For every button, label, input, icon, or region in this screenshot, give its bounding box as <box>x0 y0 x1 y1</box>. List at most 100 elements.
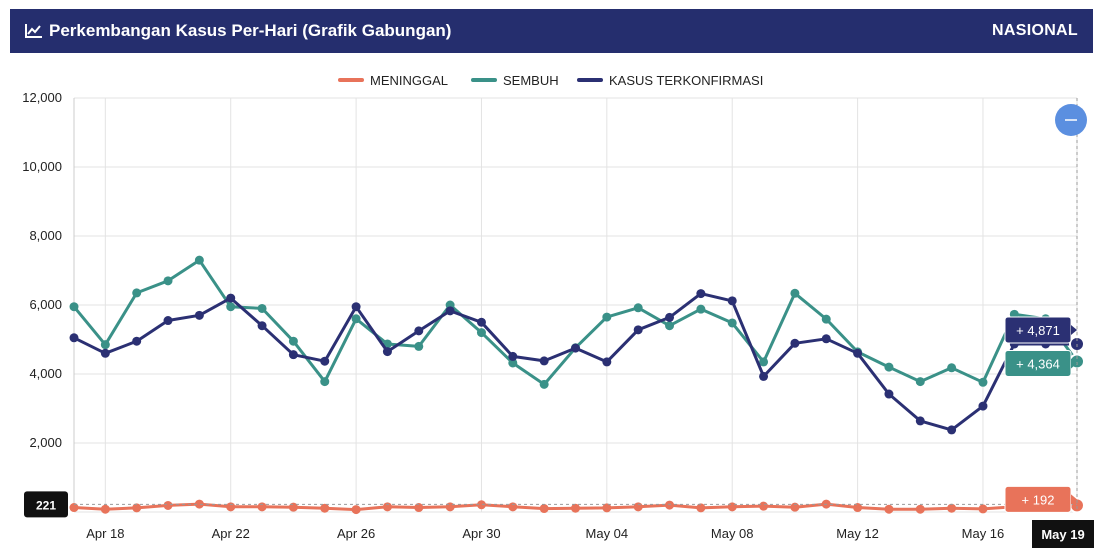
data-point[interactable] <box>633 502 643 512</box>
series-kasus-terkonfirmasi <box>69 289 1085 435</box>
data-point[interactable] <box>915 504 925 514</box>
data-point[interactable] <box>257 321 267 331</box>
tooltips: + 192 + 4,364 + 4,871 <box>1004 316 1077 513</box>
data-point[interactable] <box>665 312 675 322</box>
data-point[interactable] <box>539 379 549 389</box>
data-point[interactable] <box>288 502 298 512</box>
data-point[interactable] <box>633 325 643 335</box>
data-point[interactable] <box>163 500 173 510</box>
data-point[interactable] <box>414 341 424 351</box>
data-point[interactable] <box>69 503 79 513</box>
data-point[interactable] <box>602 357 612 367</box>
data-point[interactable] <box>382 502 392 512</box>
data-point[interactable] <box>759 357 769 367</box>
data-point[interactable] <box>100 504 110 514</box>
data-point[interactable] <box>194 310 204 320</box>
data-point[interactable] <box>132 288 142 298</box>
data-point[interactable] <box>320 356 330 366</box>
data-point[interactable] <box>759 371 769 381</box>
data-point[interactable] <box>351 314 361 324</box>
legend-item[interactable]: KASUS TERKONFIRMASI <box>577 73 763 88</box>
data-point[interactable] <box>508 502 518 512</box>
legend[interactable]: MENINGGAL SEMBUH KASUS TERKONFIRMASI <box>338 73 763 88</box>
data-point[interactable] <box>414 503 424 513</box>
data-point[interactable] <box>821 314 831 324</box>
data-point[interactable] <box>163 276 173 286</box>
data-point[interactable] <box>665 321 675 331</box>
data-point[interactable] <box>633 303 643 313</box>
tooltip-sembuh: + 4,364 <box>1004 349 1077 377</box>
data-point[interactable] <box>257 303 267 313</box>
data-point[interactable] <box>194 255 204 265</box>
data-point[interactable] <box>727 296 737 306</box>
data-point[interactable] <box>790 338 800 348</box>
data-point[interactable] <box>884 504 894 514</box>
data-point[interactable] <box>476 317 486 327</box>
data-point[interactable] <box>696 503 706 513</box>
data-point[interactable] <box>602 503 612 513</box>
data-point[interactable] <box>947 425 957 435</box>
data-point[interactable] <box>445 306 455 316</box>
data-point[interactable] <box>539 504 549 514</box>
data-point[interactable] <box>915 416 925 426</box>
data-point[interactable] <box>226 502 236 512</box>
data-point[interactable] <box>351 302 361 312</box>
data-point[interactable] <box>821 334 831 344</box>
data-point[interactable] <box>132 336 142 346</box>
data-point[interactable] <box>226 293 236 303</box>
data-point[interactable] <box>320 377 330 387</box>
data-point[interactable] <box>132 503 142 513</box>
data-point[interactable] <box>978 401 988 411</box>
header-scope[interactable]: NASIONAL <box>992 22 1078 39</box>
data-point[interactable] <box>571 343 580 353</box>
data-point[interactable] <box>884 362 894 372</box>
data-point[interactable] <box>288 350 298 360</box>
zoom-button[interactable] <box>1055 104 1087 136</box>
data-point[interactable] <box>508 351 518 361</box>
legend-label: MENINGGAL <box>370 73 448 88</box>
data-point[interactable] <box>100 348 110 358</box>
data-point[interactable] <box>853 503 863 513</box>
data-point[interactable] <box>696 289 706 299</box>
data-point[interactable] <box>508 358 518 368</box>
data-point[interactable] <box>476 500 486 510</box>
data-point[interactable] <box>947 363 957 373</box>
data-point[interactable] <box>163 316 173 326</box>
data-point[interactable] <box>194 499 204 509</box>
data-point[interactable] <box>790 502 800 512</box>
data-point[interactable] <box>414 326 424 336</box>
data-point[interactable] <box>257 502 267 512</box>
data-point[interactable] <box>602 312 612 322</box>
data-point[interactable] <box>571 503 580 513</box>
data-point[interactable] <box>69 333 79 343</box>
data-point[interactable] <box>759 501 769 511</box>
data-point[interactable] <box>382 347 392 357</box>
data-point[interactable] <box>69 302 79 312</box>
data-point[interactable] <box>978 504 988 514</box>
data-point[interactable] <box>320 503 330 513</box>
tooltip-label: + 4,871 <box>1016 323 1060 338</box>
data-point[interactable] <box>539 356 549 366</box>
data-point[interactable] <box>351 505 361 515</box>
data-point[interactable] <box>853 348 863 358</box>
data-point[interactable] <box>226 302 236 312</box>
data-point[interactable] <box>790 288 800 298</box>
data-point[interactable] <box>727 502 737 512</box>
data-point[interactable] <box>884 389 894 399</box>
legend-item[interactable]: SEMBUH <box>471 73 559 88</box>
data-point[interactable] <box>445 502 455 512</box>
series-line <box>72 258 1079 386</box>
data-point[interactable] <box>665 500 675 510</box>
data-point[interactable] <box>696 304 706 314</box>
data-point[interactable] <box>978 377 988 387</box>
legend-item[interactable]: MENINGGAL <box>338 73 448 88</box>
data-point[interactable] <box>947 503 957 513</box>
y-tick-label: 4,000 <box>29 366 62 381</box>
data-point[interactable] <box>915 377 925 387</box>
data-point[interactable] <box>288 336 298 346</box>
data-point[interactable] <box>100 340 110 350</box>
data-point[interactable] <box>727 318 737 328</box>
data-point[interactable] <box>476 328 486 338</box>
